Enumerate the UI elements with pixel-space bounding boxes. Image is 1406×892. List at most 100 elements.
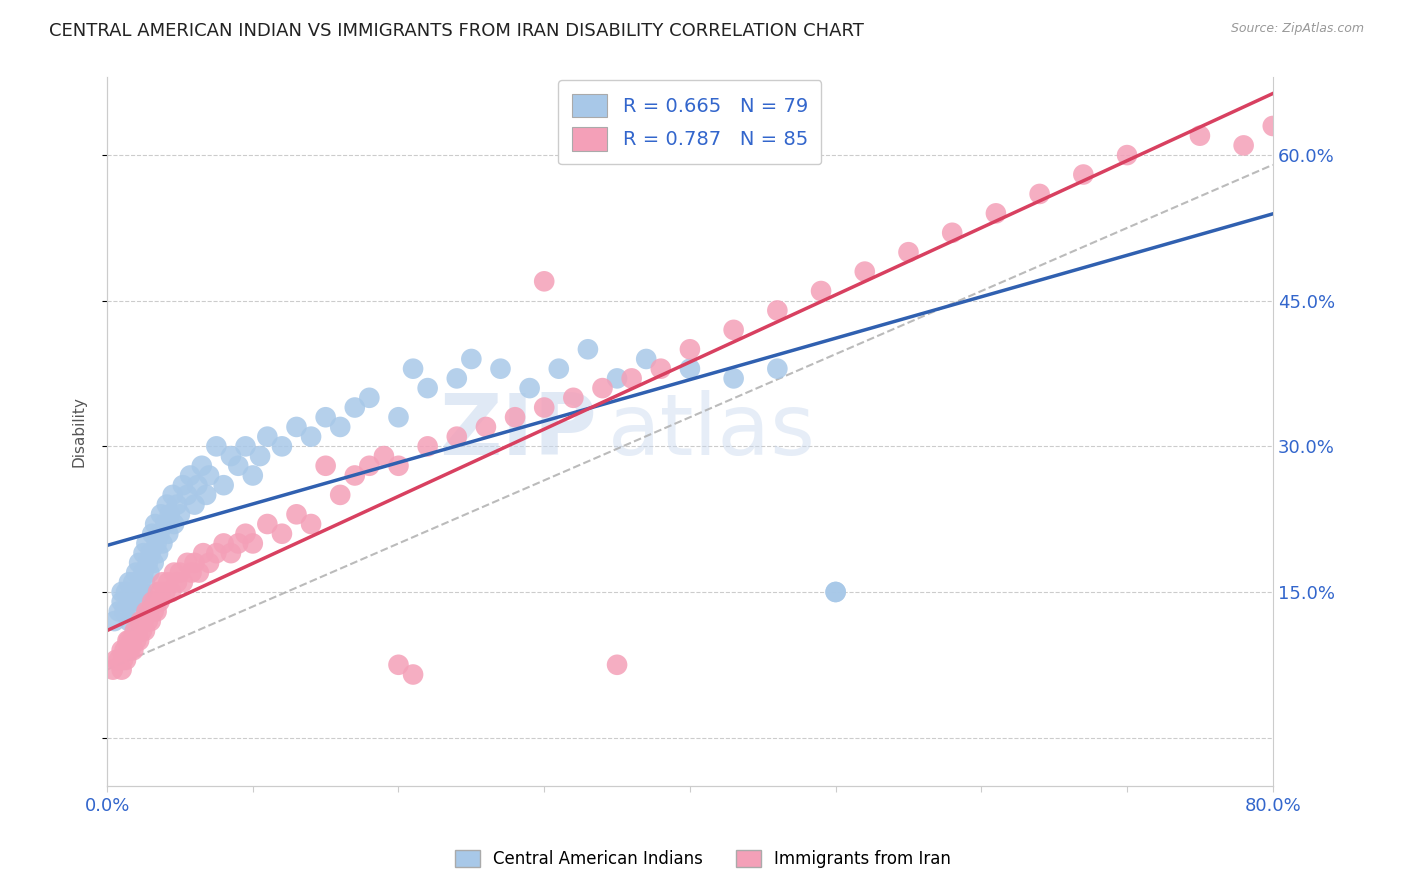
- Point: [179, 468, 201, 483]
- Point: [149, 585, 172, 599]
- Point: [562, 391, 585, 405]
- Point: [810, 284, 832, 298]
- Point: [519, 381, 541, 395]
- Point: [135, 604, 157, 618]
- Point: [636, 351, 658, 366]
- Point: [145, 536, 167, 550]
- Point: [127, 585, 149, 599]
- Point: [142, 604, 165, 618]
- Point: [402, 361, 425, 376]
- Point: [186, 478, 208, 492]
- Point: [128, 595, 150, 609]
- Point: [249, 449, 271, 463]
- Point: [533, 274, 555, 288]
- Point: [120, 643, 142, 657]
- Point: [723, 323, 745, 337]
- Point: [373, 449, 395, 463]
- Point: [212, 478, 235, 492]
- Point: [285, 508, 308, 522]
- Point: [152, 575, 174, 590]
- Point: [387, 458, 409, 473]
- Point: [107, 653, 129, 667]
- Point: [114, 604, 136, 618]
- Point: [460, 351, 482, 366]
- Point: [176, 556, 198, 570]
- Point: [132, 566, 155, 580]
- Point: [112, 653, 135, 667]
- Point: [155, 516, 177, 531]
- Point: [219, 546, 242, 560]
- Point: [387, 657, 409, 672]
- Point: [125, 633, 148, 648]
- Point: [343, 468, 366, 483]
- Point: [329, 488, 352, 502]
- Point: [139, 614, 162, 628]
- Point: [131, 624, 153, 638]
- Point: [169, 508, 191, 522]
- Point: [172, 575, 194, 590]
- Point: [163, 516, 186, 531]
- Point: [503, 410, 526, 425]
- Point: [679, 343, 702, 357]
- Point: [125, 566, 148, 580]
- Point: [122, 643, 145, 657]
- Point: [193, 546, 215, 560]
- Point: [146, 546, 169, 560]
- Point: [235, 526, 257, 541]
- Point: [118, 614, 141, 628]
- Point: [121, 633, 143, 648]
- Point: [1028, 186, 1050, 201]
- Point: [766, 361, 789, 376]
- Point: [118, 575, 141, 590]
- Point: [111, 643, 134, 657]
- Point: [329, 420, 352, 434]
- Point: [416, 381, 439, 395]
- Point: [149, 508, 172, 522]
- Point: [941, 226, 963, 240]
- Point: [135, 536, 157, 550]
- Point: [359, 391, 381, 405]
- Point: [416, 439, 439, 453]
- Point: [128, 633, 150, 648]
- Point: [592, 381, 614, 395]
- Text: Source: ZipAtlas.com: Source: ZipAtlas.com: [1230, 22, 1364, 36]
- Point: [159, 508, 181, 522]
- Legend: Central American Indians, Immigrants from Iran: Central American Indians, Immigrants fro…: [449, 843, 957, 875]
- Point: [129, 614, 152, 628]
- Point: [163, 566, 186, 580]
- Point: [226, 458, 249, 473]
- Point: [1073, 168, 1095, 182]
- Point: [1116, 148, 1139, 162]
- Point: [111, 663, 134, 677]
- Point: [131, 585, 153, 599]
- Point: [128, 556, 150, 570]
- Point: [160, 585, 183, 599]
- Point: [853, 264, 876, 278]
- Point: [121, 585, 143, 599]
- Point: [198, 556, 221, 570]
- Point: [315, 458, 337, 473]
- Point: [576, 343, 599, 357]
- Point: [1188, 128, 1211, 143]
- Point: [155, 585, 177, 599]
- Point: [141, 595, 163, 609]
- Point: [183, 556, 205, 570]
- Point: [256, 430, 278, 444]
- Point: [824, 585, 846, 599]
- Point: [187, 566, 209, 580]
- Point: [120, 595, 142, 609]
- Point: [166, 575, 188, 590]
- Point: [145, 604, 167, 618]
- Point: [139, 546, 162, 560]
- Point: [984, 206, 1007, 220]
- Point: [103, 614, 125, 628]
- Text: CENTRAL AMERICAN INDIAN VS IMMIGRANTS FROM IRAN DISABILITY CORRELATION CHART: CENTRAL AMERICAN INDIAN VS IMMIGRANTS FR…: [49, 22, 865, 40]
- Point: [723, 371, 745, 385]
- Point: [129, 575, 152, 590]
- Point: [111, 595, 134, 609]
- Point: [157, 575, 180, 590]
- Point: [183, 498, 205, 512]
- Point: [219, 449, 242, 463]
- Point: [446, 430, 468, 444]
- Point: [271, 526, 294, 541]
